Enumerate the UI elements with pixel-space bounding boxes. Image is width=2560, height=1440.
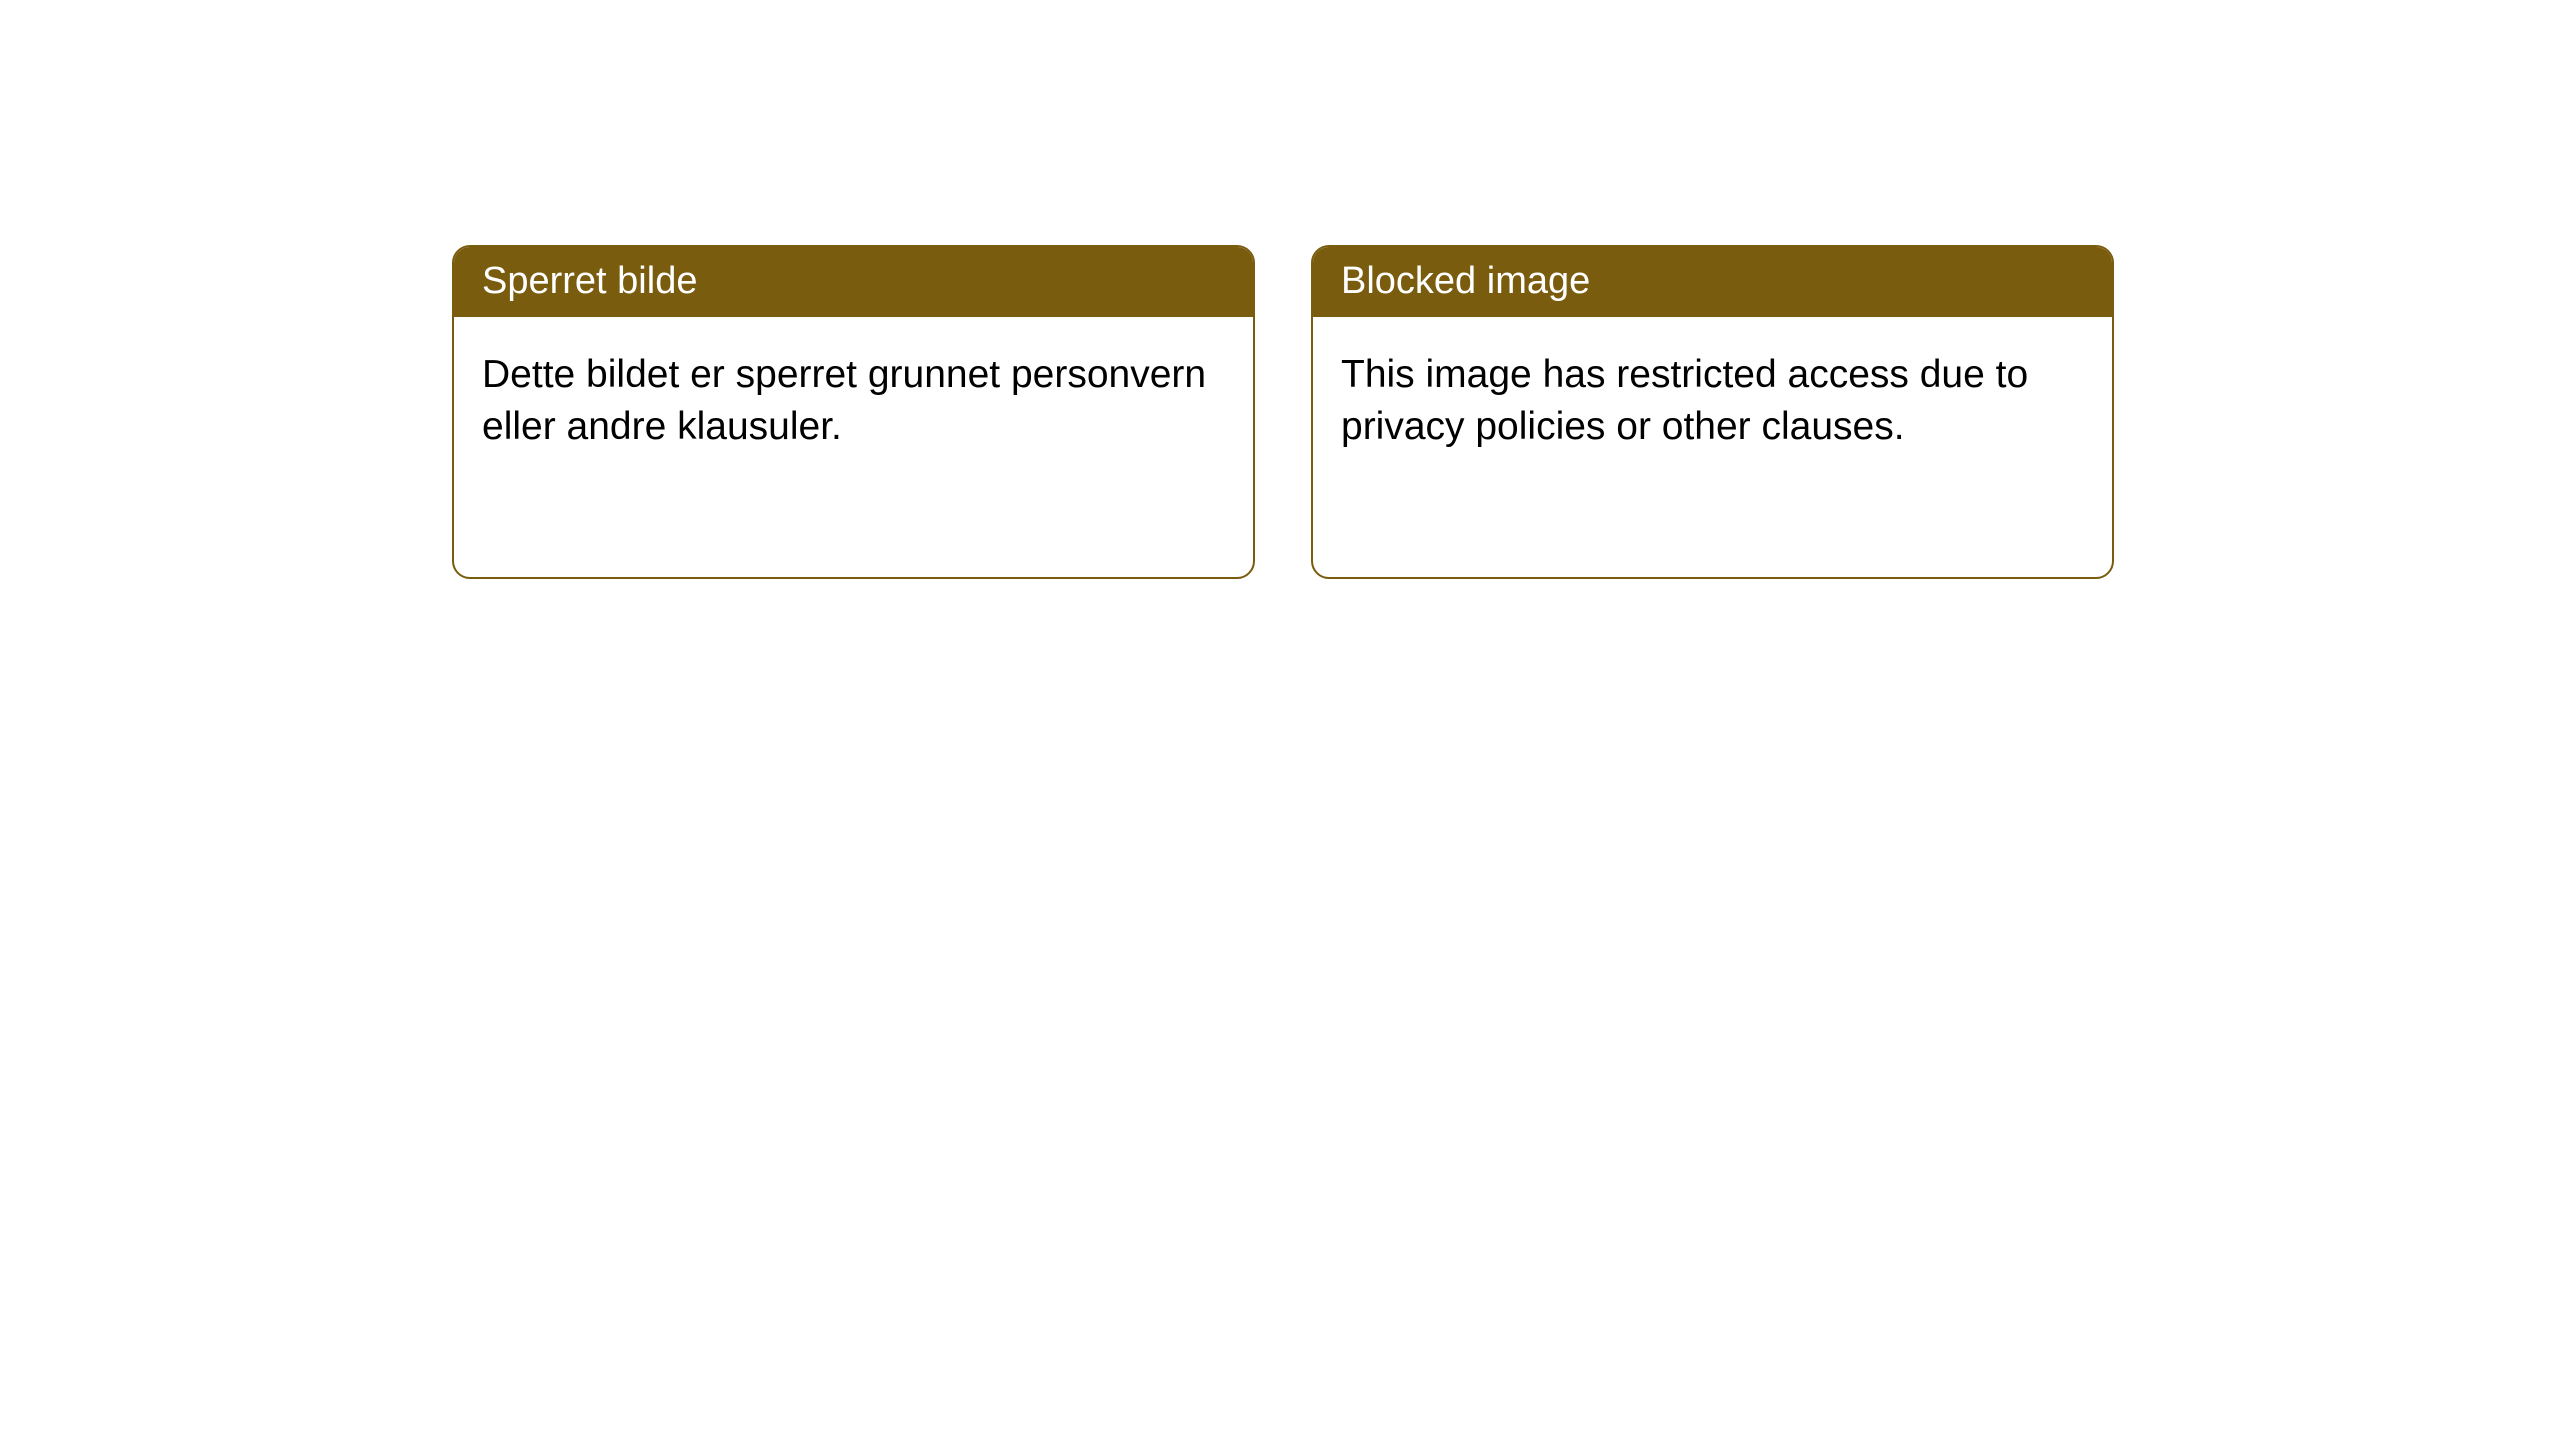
notice-container: Sperret bilde Dette bildet er sperret gr… (0, 0, 2560, 579)
notice-title: Blocked image (1313, 247, 2112, 317)
notice-card-norwegian: Sperret bilde Dette bildet er sperret gr… (452, 245, 1255, 579)
notice-body: This image has restricted access due to … (1313, 317, 2112, 486)
notice-body: Dette bildet er sperret grunnet personve… (454, 317, 1253, 486)
notice-title: Sperret bilde (454, 247, 1253, 317)
notice-card-english: Blocked image This image has restricted … (1311, 245, 2114, 579)
